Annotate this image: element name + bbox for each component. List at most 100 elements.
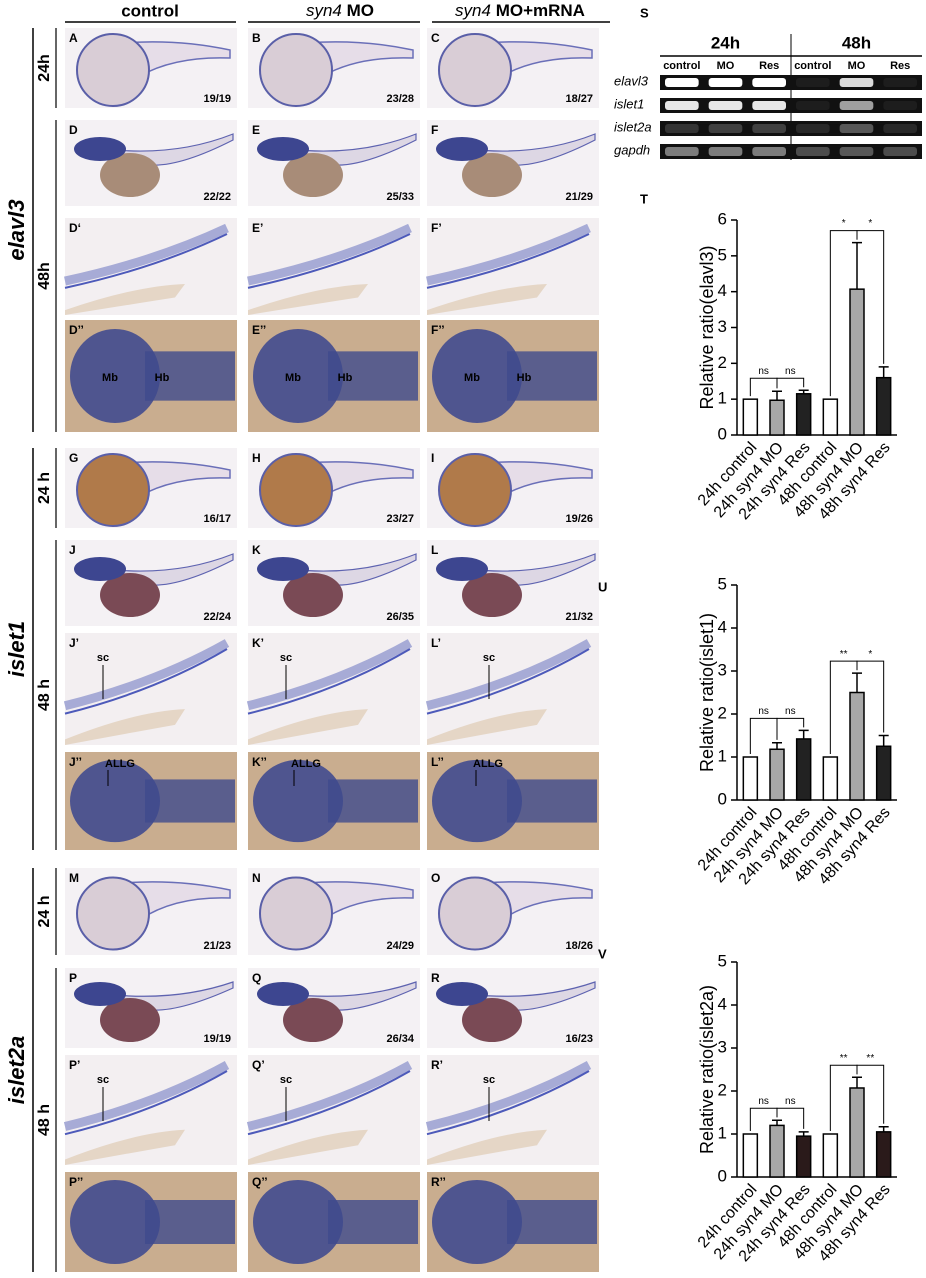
brain-hindbrain (145, 351, 235, 401)
gel-band (883, 147, 917, 156)
error-bar (798, 729, 809, 739)
significance-bracket (856, 1064, 885, 1124)
y-axis-label: Relative ratio(elavl3) (697, 245, 717, 409)
embryo-yolk (100, 153, 160, 197)
panel-label: A (69, 31, 78, 45)
tail-yolk (248, 1129, 368, 1165)
error-bar (878, 366, 889, 378)
panel-label: E’ (252, 221, 263, 235)
significance-bracket (856, 660, 885, 733)
tail-yolk (427, 283, 547, 315)
panel-label: H (252, 451, 261, 465)
embryo-count: 25/33 (386, 191, 414, 203)
gel-band (883, 124, 917, 133)
brain-head (253, 328, 343, 424)
tail-cord (426, 1070, 590, 1136)
embryo-count: 21/29 (565, 191, 593, 203)
y-tick-label: 6 (718, 209, 727, 228)
tail-band (64, 223, 229, 286)
gel-strip (660, 98, 922, 113)
brain-head (253, 1180, 343, 1264)
gel-gene: islet1 (614, 96, 644, 111)
gel-band (665, 78, 699, 87)
significance-bracket (776, 377, 805, 389)
brain-head (253, 759, 343, 843)
y-tick-label: 1 (718, 746, 727, 765)
gene-label: islet2a (4, 1036, 29, 1105)
y-tick-label: 5 (718, 951, 727, 970)
column-header-gene: syn4 (455, 1, 491, 20)
significance-label: ** (840, 1053, 848, 1064)
embryo-count: 21/32 (565, 611, 593, 623)
y-tick-label: 1 (718, 389, 727, 408)
panel-label: E’’ (252, 323, 266, 337)
tail-yolk (65, 283, 185, 315)
gel-lane: Res (759, 60, 779, 72)
significance-label: ns (785, 706, 796, 717)
embryo-head (74, 557, 126, 581)
column-header: syn4 MO (306, 1, 374, 20)
embryo-yolk (462, 573, 522, 617)
tail-cord (64, 233, 228, 289)
gel-band (839, 147, 874, 156)
panel-label: J’ (69, 636, 79, 650)
y-tick-label: 4 (718, 617, 727, 636)
gel-lane: control (794, 60, 831, 72)
gel-band (708, 101, 743, 110)
brain-hindbrain (328, 351, 418, 401)
panel-label: E (252, 123, 260, 137)
y-tick-label: 0 (718, 424, 727, 443)
error-bar (772, 1119, 782, 1126)
bar (769, 399, 785, 436)
error-bar (852, 241, 862, 290)
embryo-count: 23/28 (386, 93, 414, 105)
embryo-yolk (100, 573, 160, 617)
panel-label: V (598, 946, 607, 961)
panel-label: F (431, 123, 438, 137)
gel-strip (660, 121, 922, 136)
y-tick-label: 2 (718, 703, 727, 722)
gel-band (708, 78, 743, 87)
panel-label: T (640, 191, 648, 206)
embryo-count: 24/29 (386, 940, 414, 952)
gel-band (752, 101, 786, 110)
embryo-count: 19/19 (203, 1033, 231, 1045)
brain-head (70, 1180, 160, 1264)
panel-label: S (640, 5, 649, 20)
region-label: sc (97, 652, 109, 664)
panel-label: I (431, 451, 434, 465)
region-label: Hb (338, 372, 353, 384)
column-header: control (121, 1, 179, 20)
embryo-count: 16/23 (565, 1033, 593, 1045)
gel-band (796, 147, 830, 156)
bar (849, 288, 865, 436)
region-label: Hb (155, 372, 170, 384)
region-label: sc (280, 652, 292, 664)
bar (769, 748, 785, 801)
column-header-text: MO+mRNA (496, 1, 585, 20)
error-bar (772, 390, 782, 401)
embryo-count: 18/27 (565, 93, 593, 105)
embryo-head (257, 557, 309, 581)
gel-stage: 48h (842, 33, 871, 52)
region-label: sc (483, 1074, 495, 1086)
region-label: Mb (285, 372, 301, 384)
bar (795, 393, 812, 436)
region-label: ALLG (291, 758, 321, 770)
significance-label: * (868, 218, 872, 229)
error-bar (878, 1125, 889, 1132)
significance-label: ns (758, 1096, 769, 1107)
gel-band (839, 78, 874, 87)
significance-label: ** (840, 649, 848, 660)
bar (795, 738, 812, 801)
tail-band (63, 1061, 230, 1131)
embryo-count: 19/19 (203, 93, 231, 105)
embryo-count: 16/17 (203, 513, 231, 525)
embryo-yolk (438, 876, 512, 951)
embryo-yolk (100, 998, 160, 1042)
gel-band (839, 101, 874, 110)
column-header-gene: syn4 (306, 1, 342, 20)
panel-label: K’ (252, 636, 264, 650)
error-bar (798, 389, 809, 394)
panel-label: Q’’ (252, 1175, 268, 1189)
